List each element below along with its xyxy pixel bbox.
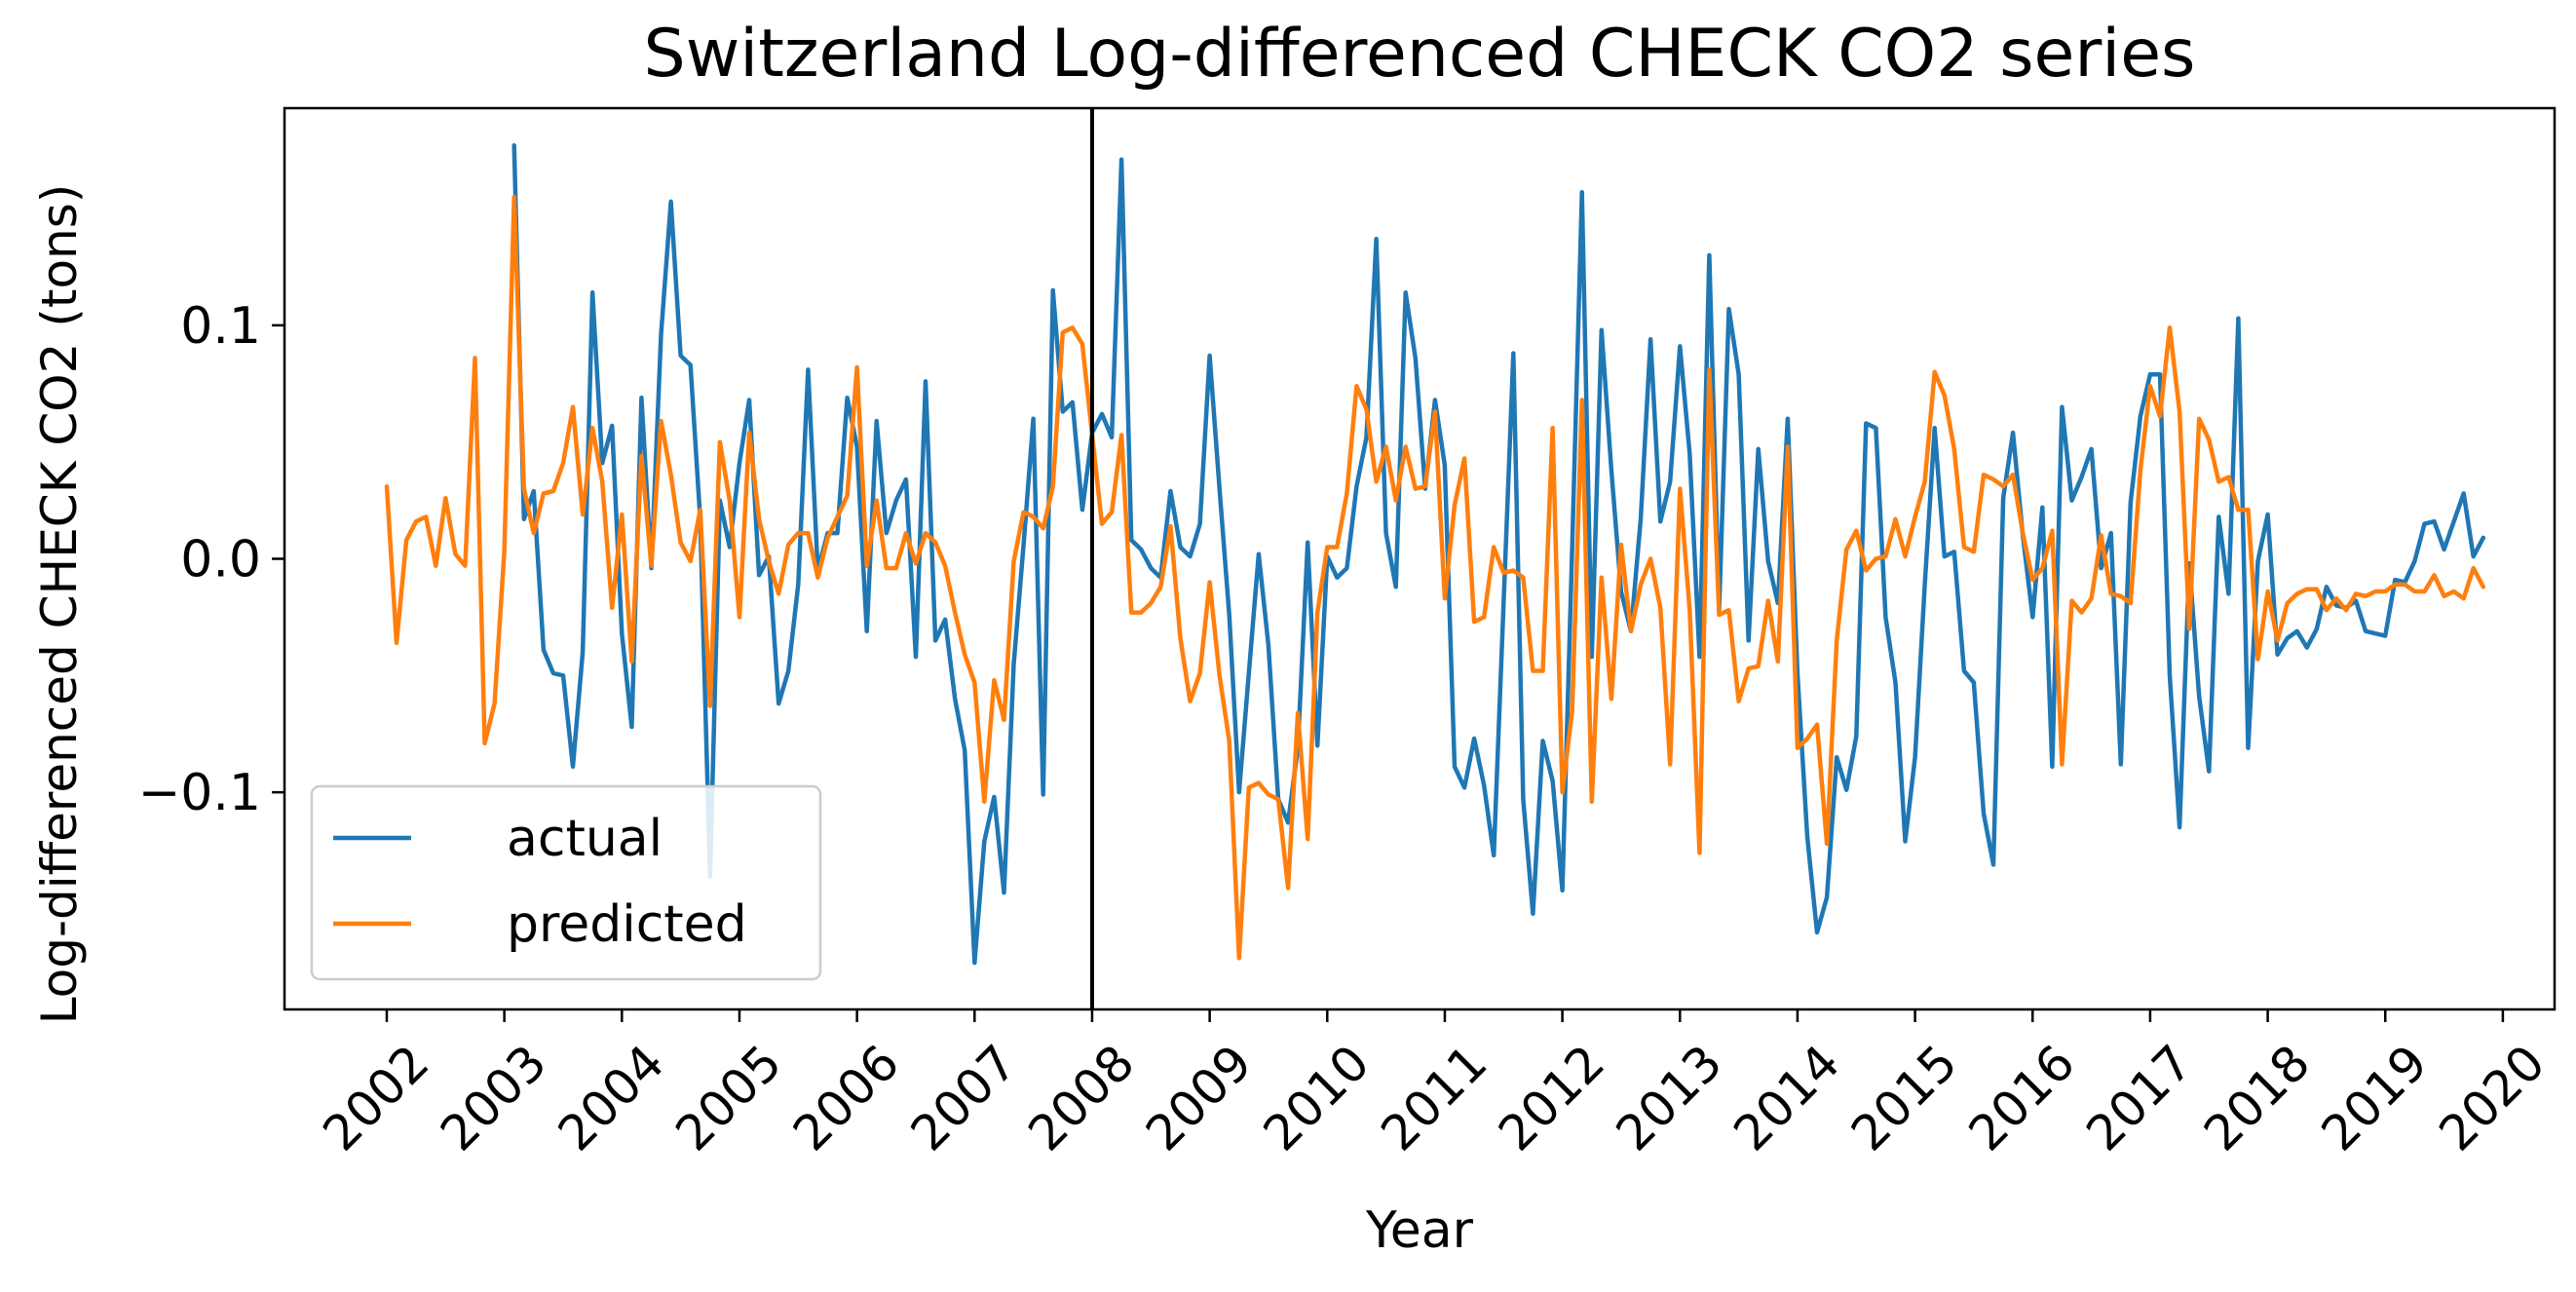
x-axis-label: Year (1365, 1201, 1474, 1260)
x-tick-label: 2007 (900, 1034, 1028, 1161)
x-tick-label: 2006 (782, 1034, 910, 1161)
x-tick-label: 2015 (1840, 1034, 1968, 1161)
x-tick-label: 2014 (1723, 1034, 1850, 1161)
y-tick-label: −0.1 (138, 764, 261, 822)
legend-label-predicted: predicted (507, 895, 747, 954)
x-tick-label: 2008 (1017, 1034, 1145, 1161)
x-tick-label: 2010 (1253, 1034, 1381, 1161)
x-tick-label: 2016 (1958, 1034, 2086, 1161)
x-tick-label: 2005 (664, 1034, 792, 1161)
y-tick-label: 0.0 (180, 531, 261, 589)
plot-area (384, 108, 2486, 1009)
x-tick-label: 2002 (312, 1034, 439, 1161)
x-tick-label: 2012 (1488, 1034, 1615, 1161)
y-tick-label: 0.1 (180, 297, 261, 356)
x-tick-label: 2017 (2075, 1034, 2203, 1161)
x-tick-label: 2009 (1135, 1034, 1263, 1161)
legend-box (310, 784, 822, 981)
chart-title: Switzerland Log-differenced CHECK CO2 se… (644, 16, 2196, 93)
x-tick-label: 2019 (2311, 1034, 2439, 1161)
legend: actual predicted (310, 784, 822, 981)
x-tick-label: 2004 (548, 1034, 675, 1161)
x-tick-label: 2018 (2193, 1034, 2321, 1161)
series-line-actual (511, 143, 2486, 966)
y-axis-label: Log-differenced CHECK CO2 (tons) (31, 184, 88, 1025)
x-tick-label: 2013 (1606, 1034, 1733, 1161)
series-line-predicted (384, 194, 2486, 961)
x-tick-label: 2003 (430, 1034, 557, 1161)
x-tick-label: 2020 (2428, 1034, 2556, 1161)
x-tick-label: 2011 (1370, 1034, 1497, 1161)
legend-label-actual: actual (507, 810, 663, 868)
